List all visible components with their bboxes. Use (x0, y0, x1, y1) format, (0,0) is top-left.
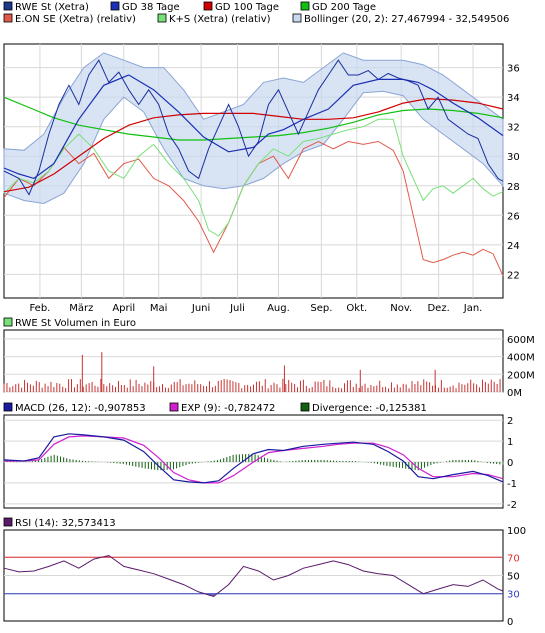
x-tick-label: Juli (229, 303, 245, 314)
legend-label: EXP (9): -0,782472 (181, 403, 275, 414)
y-tick-label: 30 (507, 152, 520, 163)
y-tick-label: 36 (507, 64, 520, 75)
legend-swatch (3, 1, 13, 11)
legend-swatch (169, 402, 179, 412)
x-tick-label: März (69, 303, 93, 314)
legend-swatch (3, 317, 13, 327)
y-tick-label: 34 (507, 93, 520, 104)
legend-label: E.ON SE (Xetra) (relativ) (15, 14, 136, 25)
legend-swatch (292, 13, 302, 23)
legend-swatch (300, 402, 310, 412)
x-tick-label: Sep. (310, 303, 332, 314)
x-tick-label: Nov. (390, 303, 412, 314)
y-tick-label: 100 (507, 526, 526, 537)
x-tick-label: April (112, 303, 135, 314)
rsi-line (3, 554, 504, 597)
x-tick-label: Aug. (267, 303, 290, 314)
ks-line (3, 118, 504, 237)
y-tick-label: -1 (507, 479, 517, 490)
x-tick-label: Feb. (29, 303, 50, 314)
y-tick-label: 22 (507, 270, 520, 281)
y-tick-label: 30 (507, 590, 520, 601)
legend-label: Divergence: -0,125381 (312, 403, 427, 414)
legend-label: RSI (14): 32,573413 (15, 518, 116, 529)
legend-swatch (3, 402, 13, 412)
y-tick-label: 1 (507, 437, 513, 448)
exp-line (4, 435, 504, 484)
legend-label: GD 38 Tage (122, 2, 180, 13)
gd100-line (3, 97, 504, 193)
panel-frame (3, 329, 504, 393)
x-tick-label: Juni (191, 303, 210, 314)
y-tick-label: 50 (507, 572, 520, 583)
y-tick-label: -2 (507, 500, 517, 511)
legend-swatch (3, 517, 13, 527)
gd200-line (3, 96, 504, 141)
legend-label: RWE St (Xetra) (15, 2, 89, 13)
legend-label: Bollinger (20, 2): 27,467994 - 32,549506 (304, 14, 509, 25)
macd-line (3, 433, 504, 484)
legend-swatch (157, 13, 167, 23)
legend-swatch (3, 13, 13, 23)
y-tick-label: 32 (507, 123, 520, 134)
y-tick-label: 0 (507, 617, 513, 628)
x-tick-label: Okt. (346, 303, 367, 314)
y-tick-label: 28 (507, 182, 520, 193)
y-tick-label: 0M (507, 388, 522, 399)
legend-swatch (300, 1, 310, 11)
x-tick-label: Mai (150, 303, 168, 314)
y-tick-label: 400M (507, 353, 535, 364)
legend-swatch (203, 1, 213, 11)
legend-swatch (110, 1, 120, 11)
legend-label: GD 100 Tage (215, 2, 279, 13)
x-tick-label: Dez. (427, 303, 449, 314)
legend-label: MACD (26, 12): -0,907853 (15, 403, 146, 414)
gd38-line (3, 74, 504, 180)
legend-label: K+S (Xetra) (relativ) (169, 14, 271, 25)
y-tick-label: 24 (507, 241, 520, 252)
legend-label: RWE St Volumen in Euro (15, 318, 136, 329)
y-tick-label: 600M (507, 335, 535, 346)
x-tick-label: Jan. (463, 303, 483, 314)
y-tick-label: 0 (507, 458, 513, 469)
y-tick-label: 200M (507, 370, 535, 381)
eon-line (3, 140, 504, 277)
y-tick-label: 26 (507, 211, 520, 222)
y-tick-label: 2 (507, 416, 513, 427)
y-tick-label: 70 (507, 553, 520, 564)
legend-label: GD 200 Tage (312, 2, 376, 13)
price-line (3, 59, 504, 196)
